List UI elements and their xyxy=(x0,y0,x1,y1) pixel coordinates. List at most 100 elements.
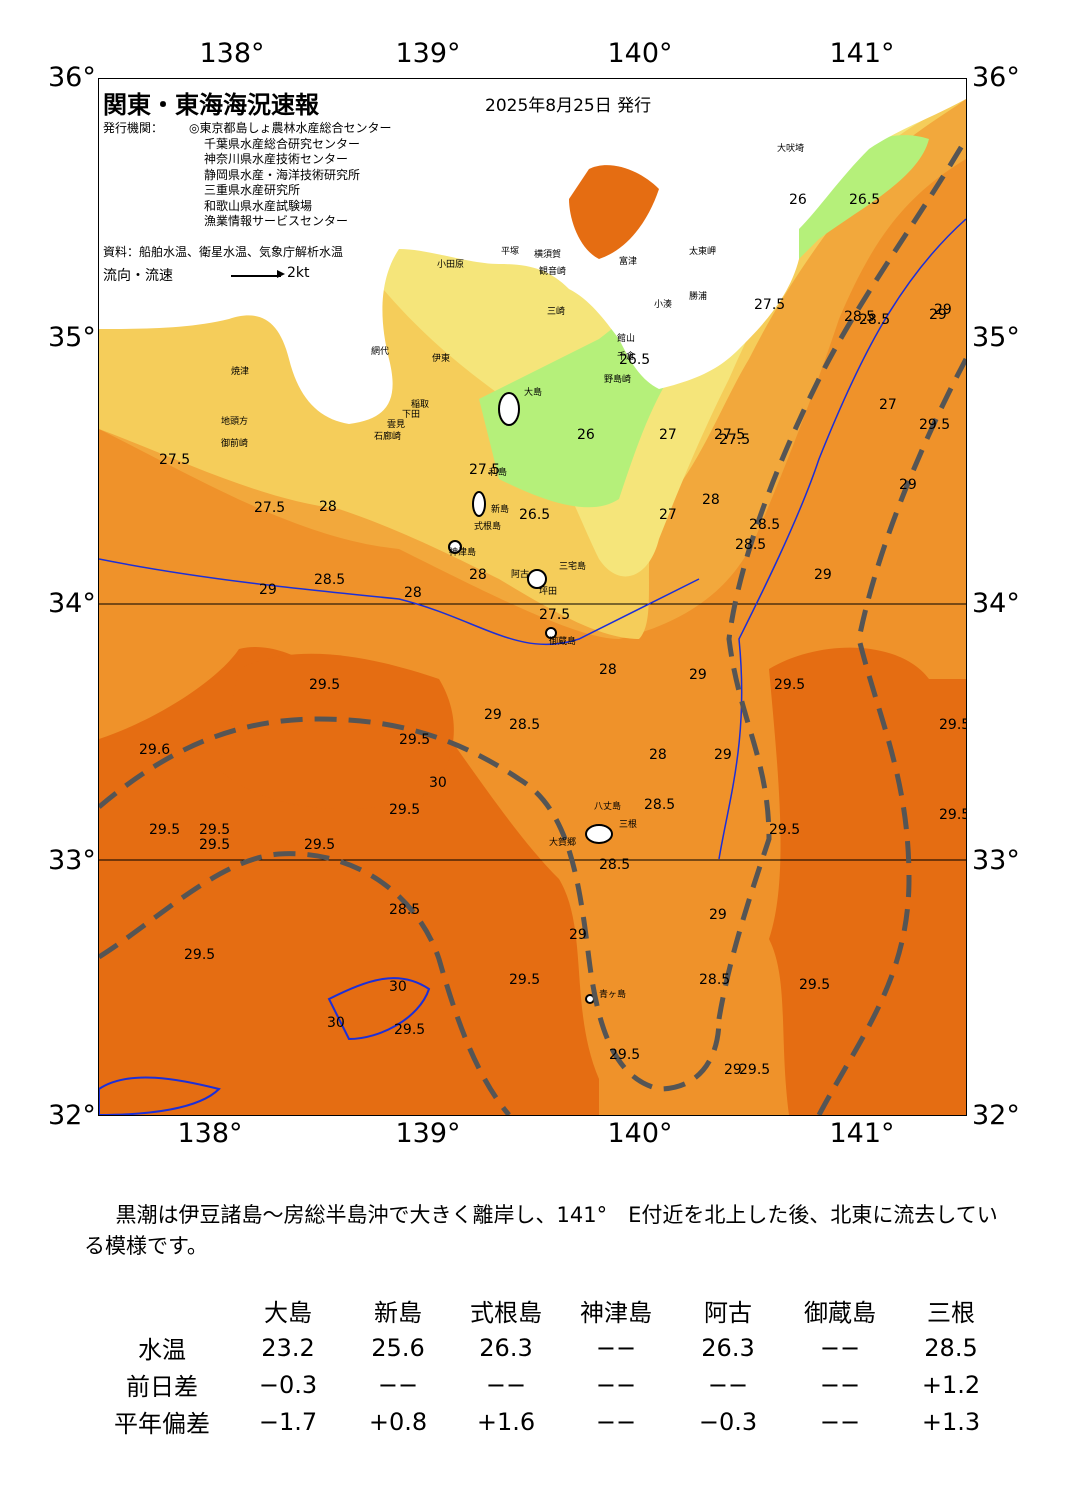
table-cell: 26.3 xyxy=(701,1333,755,1362)
lat-label-32-right: 32° xyxy=(972,1100,1020,1131)
place-name: 伊東 xyxy=(432,352,450,364)
place-name: 大賀郷 xyxy=(549,836,576,848)
contour-label: 30 xyxy=(327,1015,345,1031)
table-cell: −1.7 xyxy=(258,1407,318,1436)
contour-label: 29.5 xyxy=(919,417,950,433)
contour-label: 28 xyxy=(319,499,337,515)
contour-label: 27.5 xyxy=(714,427,745,443)
place-name: 三崎 xyxy=(547,305,565,317)
place-name: 勝浦 xyxy=(689,290,707,302)
table-cell: +1.2 xyxy=(921,1370,981,1399)
contour-label: 28.5 xyxy=(599,857,630,873)
observation-table: 大島 新島 式根島 神津島 阿古 御蔵島 三根 水温 23.2 25.6 26.… xyxy=(92,1292,1006,1440)
place-name: 小田原 xyxy=(437,259,464,270)
table-cell: −− xyxy=(819,1333,861,1362)
place-name: 大吠埼 xyxy=(777,142,804,154)
lon-label-139-top: 139° xyxy=(395,38,461,69)
contour-label: 26.5 xyxy=(849,192,880,208)
place-name: 稲取 xyxy=(411,398,429,410)
izu-oshima-island xyxy=(498,392,520,426)
place-name: 石廊崎 xyxy=(374,430,401,442)
contour-label: 28.5 xyxy=(699,972,730,988)
lat-label-34-left: 34° xyxy=(48,588,96,619)
issuer: 千葉県水産総合研究センター xyxy=(204,136,361,151)
column-header: 三根 xyxy=(927,1299,975,1327)
contour-label: 29 xyxy=(724,1062,742,1078)
contour-label: 29.5 xyxy=(509,972,540,988)
contour-label: 29.5 xyxy=(939,717,966,733)
map-title: 関東・東海海況速報 xyxy=(103,91,319,119)
issuer: 和歌山県水産試験場 xyxy=(204,198,313,213)
place-name: 坪田 xyxy=(539,586,557,597)
table-cell: +0.8 xyxy=(368,1407,428,1436)
contour-label: 29 xyxy=(569,927,587,943)
place-name: 地頭方 xyxy=(221,415,248,427)
contour-label: 27.5 xyxy=(539,607,570,623)
place-name: 富津 xyxy=(619,255,637,267)
place-name: 新島 xyxy=(491,503,509,515)
place-name: 網代 xyxy=(371,345,389,357)
issuer: 三重県水産研究所 xyxy=(204,183,301,197)
table-row: 前日差 −0.3 −− −− −− −− −− +1.2 xyxy=(92,1366,1006,1403)
contour-label: 27 xyxy=(659,427,677,443)
column-header: 御蔵島 xyxy=(804,1299,876,1327)
current-arrow-icon xyxy=(231,275,281,277)
current-legend-label: 流向・流速 xyxy=(103,268,173,284)
contour-label: 29.5 xyxy=(389,802,420,818)
contour-label: 29.5 xyxy=(199,837,230,853)
column-header: 神津島 xyxy=(580,1299,652,1327)
row-label: 前日差 xyxy=(126,1373,198,1401)
contour-label: 29 xyxy=(899,477,917,493)
sea-29-area-northeast xyxy=(879,109,966,559)
table-cell: 23.2 xyxy=(261,1333,315,1362)
contour-label: 27 xyxy=(879,397,897,413)
sst-map-canvas: 26 26.5 26.5 27 27.5 28.5 29 26 26.5 27 … xyxy=(99,79,966,1115)
place-name: 野島崎 xyxy=(604,373,631,385)
place-name: 焼津 xyxy=(231,366,249,377)
sea-29-5-area-east xyxy=(769,647,966,1115)
land-mass xyxy=(99,79,966,424)
place-name: 三宅島 xyxy=(559,560,586,572)
lon-label-140-bottom: 140° xyxy=(607,1118,673,1149)
contour-label: 29.5 xyxy=(184,947,215,963)
contour-label: 26.5 xyxy=(619,352,650,368)
place-name: 御蔵島 xyxy=(549,635,576,647)
table-cell: −− xyxy=(819,1370,861,1399)
miyakejima-island xyxy=(527,569,547,589)
contour-label: 29.5 xyxy=(199,822,230,838)
contour-label: 28.5 xyxy=(735,537,766,553)
table-cell: 28.5 xyxy=(924,1333,978,1362)
contour-label: 29.5 xyxy=(304,837,335,853)
current-scale: 2kt xyxy=(287,265,310,281)
place-name: 式根島 xyxy=(474,520,501,532)
column-header: 新島 xyxy=(374,1299,422,1327)
isotherm-30-south xyxy=(99,1076,221,1115)
contour-label: 28.5 xyxy=(314,572,345,588)
place-name: 下田 xyxy=(402,409,420,420)
kuroshio-axis-west xyxy=(99,851,511,1115)
issuer: 静岡県水産・海洋技術研究所 xyxy=(204,167,361,182)
lon-label-139-bottom: 139° xyxy=(395,1118,461,1149)
contour-label: 29.5 xyxy=(739,1062,770,1078)
place-name: 大島 xyxy=(524,386,542,398)
table-row: 水温 23.2 25.6 26.3 −− 26.3 −− 28.5 xyxy=(92,1329,1006,1366)
contour-label: 29.5 xyxy=(309,677,340,693)
table-cell: +1.3 xyxy=(921,1407,981,1436)
lon-label-141-bottom: 141° xyxy=(829,1118,895,1149)
table-cell: 25.6 xyxy=(371,1333,425,1362)
place-name: 青ヶ島 xyxy=(599,988,626,1000)
contour-label: 26.5 xyxy=(519,507,550,523)
contour-label: 28.5 xyxy=(844,309,875,325)
contour-label: 28.5 xyxy=(859,312,890,328)
table-header-row: 大島 新島 式根島 神津島 阿古 御蔵島 三根 xyxy=(92,1292,1006,1329)
contour-label: 29 xyxy=(259,582,277,598)
place-names: 大吠埼 太東岬 勝浦 小湊 野島崎 千倉 館山 富津 三崎 横須賀 観音崎 平塚… xyxy=(221,142,804,1000)
contour-label: 27.5 xyxy=(159,452,190,468)
table-cell: −− xyxy=(377,1370,419,1399)
contour-label: 28 xyxy=(649,747,667,763)
place-name: 太東岬 xyxy=(689,245,716,257)
isotherm-29-east xyxy=(718,218,966,860)
contour-label: 29 xyxy=(484,707,502,723)
lon-label-138-top: 138° xyxy=(199,38,265,69)
contour-label: 28 xyxy=(404,585,422,601)
